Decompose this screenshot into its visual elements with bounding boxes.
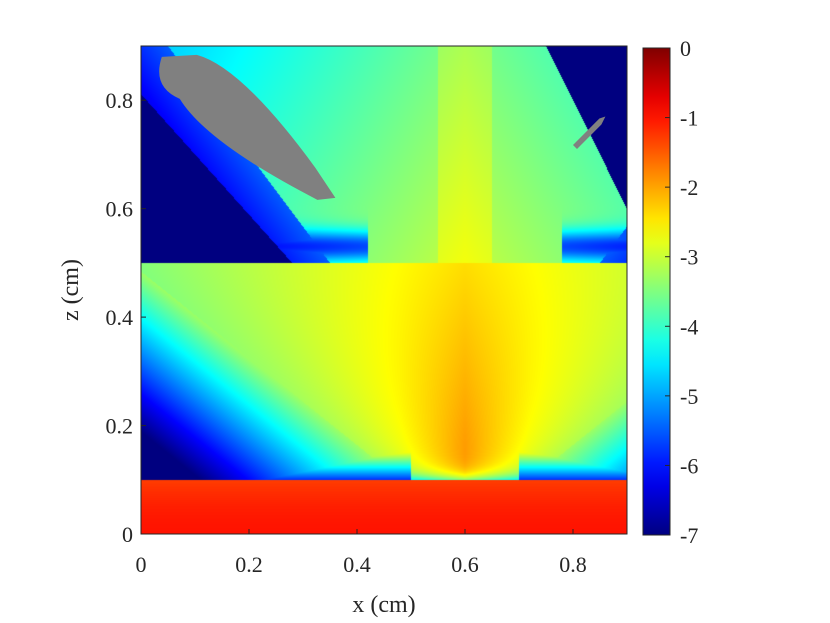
colorbar-tick-label: 0 [680,36,691,61]
x-axis-title: x (cm) [352,592,415,618]
colorbar-tick-label: -7 [680,523,698,548]
x-tick-label: 0 [136,552,147,577]
colorbar-tick-label: -6 [680,453,698,478]
x-tick-label: 0.4 [343,552,371,577]
colorbar-tick-label: -4 [680,314,698,339]
colorbar-tick-label: -3 [680,245,698,270]
colorbar-gradient [642,47,671,536]
x-tick-label: 0.8 [559,552,587,577]
y-axis-ticks: 0 0.2 0.4 0.6 0.8 [106,88,146,547]
x-tick-label: 0.2 [235,552,263,577]
y-tick-label: 0 [122,522,133,547]
plot-frame [140,45,628,535]
masked-region [159,54,336,200]
colorbar-tick-label: -2 [680,175,698,200]
colorbar: 0 -1 -2 -3 -4 -5 -6 -7 [642,36,698,548]
plot-area [140,45,628,535]
y-tick-label: 0.4 [106,305,134,330]
y-tick-label: 0.2 [106,414,134,439]
y-tick-label: 0.8 [106,88,134,113]
y-tick-label: 0.6 [106,197,134,222]
x-axis-ticks: 0 0.2 0.4 0.6 0.8 [136,529,587,577]
x-tick-label: 0.6 [451,552,479,577]
colorbar-tick-label: -1 [680,106,698,131]
colorbar-tick-label: -5 [680,384,698,409]
masked-region [573,116,606,150]
y-axis-title: z (cm) [58,259,84,321]
masked-regions [159,54,606,200]
colorbar-ticks: 0 -1 -2 -3 -4 -5 -6 -7 [665,36,698,548]
